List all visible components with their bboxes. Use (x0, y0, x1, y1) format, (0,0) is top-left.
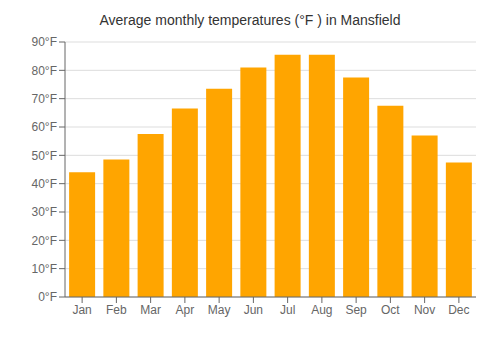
html-text:Average monthly temperatures (: Average monthly temperatures (°F ) in Ma… (99, 12, 401, 28)
svg-text:Jul: Jul (280, 303, 295, 317)
svg-text:Apr: Apr (176, 303, 195, 317)
svg-text:80°F: 80°F (32, 64, 57, 78)
svg-text:10°F: 10°F (32, 262, 57, 276)
svg-text:70°F: 70°F (32, 92, 57, 106)
svg-text:Nov: Nov (414, 303, 435, 317)
svg-text:30°F: 30°F (32, 205, 57, 219)
svg-text:60°F: 60°F (32, 120, 57, 134)
svg-text:Feb: Feb (106, 303, 127, 317)
svg-text:Oct: Oct (381, 303, 400, 317)
svg-text:Jun: Jun (244, 303, 263, 317)
svg-text:90°F: 90°F (32, 35, 57, 49)
svg-text:Mar: Mar (140, 303, 161, 317)
svg-text:20°F: 20°F (32, 234, 57, 248)
svg-text:Sep: Sep (345, 303, 367, 317)
svg-text:Jan: Jan (72, 303, 91, 317)
svg-text:Aug: Aug (311, 303, 332, 317)
svg-text:0°F: 0°F (38, 290, 57, 304)
svg-text:40°F: 40°F (32, 177, 57, 191)
svg-text:May: May (208, 303, 231, 317)
svg-text:Dec: Dec (448, 303, 469, 317)
svg-text:50°F: 50°F (32, 149, 57, 163)
